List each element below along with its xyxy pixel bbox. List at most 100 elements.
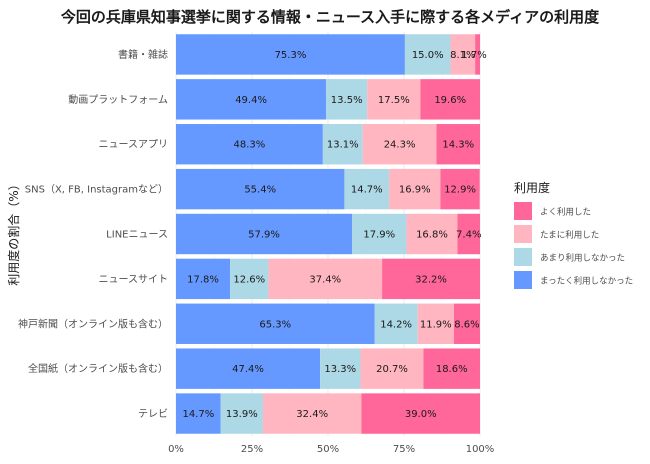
bar-segment	[322, 124, 363, 165]
bar-segment	[176, 124, 323, 165]
bar-segment	[268, 258, 383, 300]
bar-segment	[176, 79, 327, 120]
x-tick-label: 0%	[168, 444, 184, 455]
bar-value-label: 13.9%	[226, 409, 258, 420]
bar-segment	[453, 303, 480, 344]
bar-value-label: 17.9%	[363, 230, 395, 241]
bar-segment	[262, 393, 362, 434]
bar-value-label: 16.9%	[399, 185, 431, 196]
bar-segment	[176, 258, 231, 300]
legend-label: まったく利用しなかった	[540, 276, 633, 287]
bar-value-label: 55.4%	[244, 185, 276, 196]
bar-value-label: 15.0%	[412, 50, 444, 61]
bar-segment	[382, 258, 480, 300]
bar-segment	[475, 34, 480, 75]
bar-segment	[176, 168, 345, 210]
bar-value-label: 37.4%	[309, 274, 341, 285]
bar-segment	[436, 124, 480, 165]
category-label: 全国紙（オンライン版も含む）	[28, 362, 168, 375]
bar-segment	[320, 348, 361, 389]
category-label: SNS（X, FB, Instagramなど）	[25, 184, 168, 196]
bar-value-label: 14.7%	[351, 185, 383, 196]
category-label: 書籍・雑誌	[118, 48, 168, 61]
bar-segment	[417, 303, 454, 344]
legend-swatch	[514, 225, 532, 243]
bar-value-label: 32.4%	[296, 409, 328, 420]
chart-title: 今回の兵庫県知事選挙に関する情報・ニュース入手に際する各メディアの利用度	[60, 8, 600, 26]
bar-segment	[176, 303, 375, 344]
bar-segment	[450, 34, 476, 75]
bar-segment	[176, 213, 353, 255]
legend-label: たまに利用した	[540, 230, 599, 241]
bar-segment	[420, 79, 480, 120]
bar-value-label: 57.9%	[248, 230, 280, 241]
bar-value-label: 17.8%	[187, 274, 219, 285]
bar-segment	[374, 303, 418, 344]
bar-value-label: 16.8%	[416, 230, 448, 241]
bar-value-label: 19.6%	[434, 95, 466, 106]
category-label: LINEニュース	[106, 230, 168, 241]
bar-segment	[176, 393, 221, 434]
bar-segment	[352, 213, 407, 255]
bar-segment	[389, 168, 441, 210]
bar-value-label: 14.2%	[380, 319, 412, 330]
bar-segment	[361, 393, 480, 434]
bar-value-label: 1.7%	[461, 50, 486, 61]
bar-segment	[220, 393, 263, 434]
x-tick-labels: 0% 25% 50% 75% 100%	[168, 444, 494, 455]
x-tick-label: 25%	[241, 444, 263, 455]
bar-value-label: 75.3%	[275, 50, 307, 61]
bar-value-label: 20.7%	[376, 364, 408, 375]
bar-value-label: 13.3%	[324, 364, 356, 375]
category-label: ニュースサイト	[99, 273, 169, 285]
bar-value-label: 24.3%	[384, 140, 416, 151]
bar-value-label: 7.4%	[456, 230, 481, 241]
bar-value-label: 39.0%	[405, 409, 437, 420]
bar-value-label: 32.2%	[415, 274, 447, 285]
legend-swatch	[514, 271, 532, 289]
bar-segment	[230, 258, 269, 300]
bar-segment	[404, 34, 451, 75]
bar-value-label: 12.9%	[444, 185, 476, 196]
bar-value-label: 47.4%	[232, 364, 264, 375]
bar-value-label: 48.3%	[234, 140, 266, 151]
bar-segment	[457, 213, 480, 255]
category-label: ニュースアプリ	[99, 139, 169, 151]
bar-segment	[423, 348, 480, 389]
x-tick-label: 100%	[466, 444, 495, 455]
bar-value-label: 8.6%	[454, 319, 479, 330]
bar-segment	[406, 213, 458, 255]
bar-value-label: 8.1%	[450, 50, 475, 61]
bar-segment	[440, 168, 480, 210]
category-label: 神戸新聞（オンライン版も含む）	[18, 317, 168, 330]
bar-segment	[176, 34, 405, 75]
legend-title: 利用度	[514, 180, 550, 195]
x-tick-label: 50%	[317, 444, 339, 455]
legend-label: よく利用した	[540, 207, 591, 218]
bar-value-label: 65.3%	[259, 319, 291, 330]
bar-segment	[176, 348, 321, 389]
legend-label: あまり利用しなかった	[540, 253, 625, 264]
bar-segment	[367, 79, 421, 120]
bar-value-label: 13.5%	[331, 95, 363, 106]
category-label: テレビ	[138, 408, 168, 420]
bar-value-label: 49.4%	[235, 95, 267, 106]
bar-segment	[344, 168, 390, 210]
bar-value-label: 14.3%	[442, 140, 474, 151]
bar-segment	[362, 124, 437, 165]
x-tick-label: 75%	[393, 444, 415, 455]
category-label: 動画プラットフォーム	[68, 93, 168, 106]
legend-swatch	[514, 248, 532, 266]
bars-group: 75.3% 15.0% 8.1%1.7% 49.4% 13.5% 17.5% 19.6% 48…	[176, 34, 487, 434]
bar-value-label: 13.1%	[327, 140, 359, 151]
bar-value-label: 12.6%	[233, 274, 265, 285]
bar-value-label: 18.6%	[436, 364, 468, 375]
y-axis-label: 利用度の割合（%）	[6, 178, 21, 285]
bar-segment	[360, 348, 424, 389]
bar-value-label: 11.9%	[420, 319, 452, 330]
bar-value-label: 17.5%	[378, 95, 410, 106]
bar-value-label: 14.7%	[182, 409, 214, 420]
